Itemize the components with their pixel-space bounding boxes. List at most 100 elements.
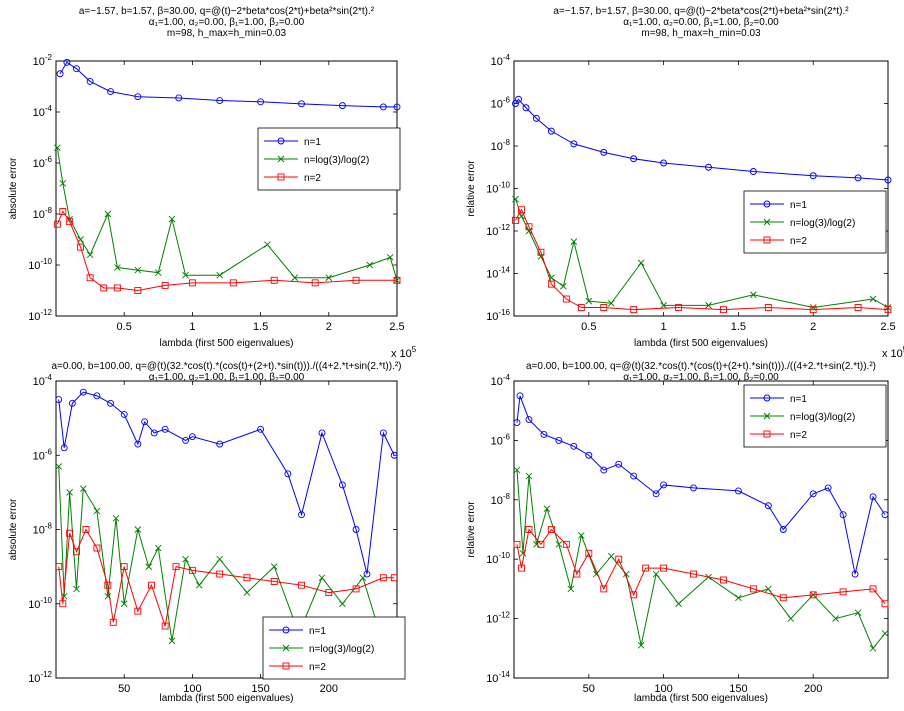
- data-point: [60, 444, 68, 452]
- data-point: [66, 218, 74, 226]
- data-point: [763, 218, 771, 226]
- data-point: [518, 206, 525, 214]
- data-point: [277, 137, 285, 145]
- data-point: [154, 544, 162, 552]
- y-tick-label: 10-8: [491, 138, 511, 153]
- data-point: [537, 540, 545, 548]
- data-point: [82, 526, 90, 533]
- data-point: [120, 410, 128, 418]
- data-point: [690, 570, 697, 578]
- data-point: [379, 429, 387, 437]
- data-point: [719, 306, 727, 314]
- data-point: [161, 281, 169, 289]
- series-line: [58, 391, 395, 575]
- data-point: [630, 155, 638, 163]
- series-line: [515, 98, 889, 181]
- data-point: [513, 419, 521, 427]
- data-point: [79, 485, 87, 492]
- x-tick-label: 2.5: [389, 321, 404, 333]
- data-point: [869, 295, 877, 303]
- data-point: [338, 481, 346, 489]
- chart-panel-1: a=−1.57, b=1.57, β=30.00, q=@(t)−2*beta*…: [8, 6, 417, 360]
- data-point: [172, 563, 180, 571]
- data-point: [516, 392, 524, 400]
- y-tick-label: 10-6: [491, 96, 511, 111]
- legend: n=1 n=log(3)/log(2) n=2: [743, 190, 887, 254]
- data-point: [735, 594, 742, 602]
- data-point: [547, 526, 555, 533]
- x-multiplier: x 105: [391, 345, 417, 360]
- data-point: [749, 168, 757, 175]
- data-point: [513, 540, 521, 548]
- y-tick-label: 10-4: [33, 373, 53, 388]
- y-tick-label: 10-4: [33, 104, 53, 119]
- legend: n=1 n=log(3)/log(2) n=2: [743, 384, 887, 448]
- data-point: [869, 493, 877, 501]
- data-point: [560, 282, 567, 290]
- y-tick-label: 10-10: [486, 181, 510, 196]
- data-point: [787, 615, 795, 622]
- data-point: [548, 274, 555, 282]
- legend-entry: n=2: [309, 662, 326, 673]
- chart-panel-2: a=−1.57, b=1.57, β=30.00, q=@(t)−2*beta*…: [466, 6, 904, 360]
- data-point: [585, 297, 593, 305]
- y-axis-label: relative error: [466, 501, 477, 558]
- x-tick-label: 0.5: [117, 321, 132, 333]
- data-point: [168, 637, 176, 645]
- data-point: [55, 463, 63, 470]
- data-point: [869, 644, 877, 652]
- data-point: [779, 526, 787, 533]
- data-point: [243, 574, 251, 582]
- chart-title-line-1: a=−1.57, b=1.57, β=30.00, q=@(t)−2*beta*…: [553, 6, 849, 17]
- x-tick-label: 2: [326, 321, 332, 333]
- chart-title-line-3: m=98, h_max=h_min=0.03: [641, 28, 761, 39]
- y-tick-label: 10-16: [486, 308, 510, 323]
- data-point: [749, 585, 757, 593]
- data-point: [161, 425, 169, 433]
- y-tick-label: 10-10: [28, 596, 52, 611]
- x-axis-label: lambda (first 500 eigenvalues): [160, 338, 294, 349]
- y-tick-label: 10-10: [486, 551, 510, 566]
- chart-title-line-2: α₁=1.00, α₂=1.00, β₁=1.00, β₂=0.00: [623, 372, 779, 383]
- data-point: [512, 195, 519, 203]
- data-point: [533, 541, 540, 548]
- data-point: [195, 581, 203, 589]
- data-point: [393, 103, 401, 111]
- data-point: [318, 574, 326, 582]
- data-point: [660, 159, 668, 167]
- data-point: [291, 274, 299, 282]
- data-point: [525, 227, 533, 235]
- data-point: [779, 594, 787, 602]
- y-tick-label: 10-12: [28, 308, 52, 323]
- chart-title-line-2: α₁=1.00, α₂=1.00, β₁=1.00, β₂=0.00: [149, 372, 305, 383]
- x-tick-label: 100: [654, 683, 672, 695]
- data-point: [363, 570, 371, 578]
- data-point: [884, 176, 892, 184]
- data-point: [359, 574, 367, 582]
- data-point: [352, 526, 360, 533]
- data-point: [567, 585, 575, 593]
- data-point: [66, 215, 73, 223]
- data-point: [311, 279, 319, 287]
- y-axis-label: absolute error: [8, 157, 19, 219]
- data-point: [109, 618, 117, 626]
- data-point: [338, 102, 346, 110]
- y-tick-label: 10-14: [486, 266, 510, 281]
- chart-title-line-1: a=−1.57, b=1.57, β=30.00, q=@(t)−2*beta*…: [79, 6, 375, 17]
- data-point: [282, 626, 290, 634]
- y-tick-label: 10-4: [491, 373, 511, 388]
- chart-panel-3: a=0.00, b=100.00, q=@(t)(32.*cos(t).*(co…: [8, 361, 406, 704]
- data-point: [216, 555, 223, 563]
- data-point: [134, 93, 142, 101]
- data-point: [642, 564, 650, 572]
- data-point: [600, 148, 608, 156]
- data-point: [562, 540, 570, 548]
- data-point: [339, 600, 346, 608]
- series-line: [515, 198, 889, 309]
- data-point: [168, 215, 176, 223]
- data-point: [298, 511, 305, 519]
- data-point: [734, 487, 742, 495]
- x-axis-label: lambda (first 500 eigenvalues): [634, 693, 768, 704]
- data-point: [270, 578, 278, 585]
